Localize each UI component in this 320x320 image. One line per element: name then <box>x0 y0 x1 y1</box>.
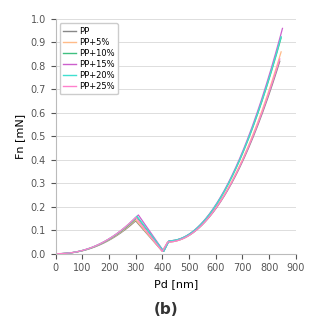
X-axis label: Pd [nm]: Pd [nm] <box>154 279 198 289</box>
PP+15% <box>165 244 169 247</box>
PP+10% <box>263 90 267 93</box>
Text: (b): (b) <box>154 302 179 317</box>
PP+25% <box>173 239 177 243</box>
PP+5% <box>164 244 167 248</box>
PP <box>231 179 235 183</box>
PP+25% <box>231 179 235 182</box>
PP+20% <box>263 89 267 93</box>
PP+10% <box>175 238 179 242</box>
PP+10% <box>165 244 169 247</box>
PP+20% <box>165 244 169 247</box>
PP+20% <box>279 35 283 38</box>
PP+25% <box>278 57 282 61</box>
PP+10% <box>279 36 283 40</box>
Line: PP+20%: PP+20% <box>56 36 281 254</box>
PP+10% <box>76 250 79 254</box>
PP+15% <box>281 27 284 30</box>
PP <box>278 59 282 63</box>
PP+15% <box>264 83 268 87</box>
PP+5% <box>263 100 267 104</box>
PP+20% <box>175 238 179 242</box>
Legend: PP, PP+5%, PP+10%, PP+15%, PP+20%, PP+25%: PP, PP+5%, PP+10%, PP+15%, PP+20%, PP+25… <box>60 23 118 94</box>
PP+25% <box>54 252 58 256</box>
PP+5% <box>75 250 79 254</box>
Line: PP: PP <box>56 61 280 254</box>
Y-axis label: Fn [mN]: Fn [mN] <box>15 114 25 159</box>
PP+20% <box>76 250 79 254</box>
PP <box>156 244 160 248</box>
PP+15% <box>233 167 237 171</box>
Line: PP+5%: PP+5% <box>56 52 281 254</box>
PP <box>164 244 167 248</box>
PP+5% <box>173 239 177 243</box>
PP <box>75 250 79 254</box>
PP <box>54 252 58 256</box>
PP+25% <box>75 250 79 254</box>
PP+20% <box>232 170 236 174</box>
PP+15% <box>76 250 80 253</box>
PP+5% <box>232 176 236 180</box>
PP+25% <box>262 106 266 109</box>
Line: PP+15%: PP+15% <box>56 28 283 254</box>
PP+5% <box>54 252 58 256</box>
PP <box>262 107 266 111</box>
PP <box>173 239 177 243</box>
PP+5% <box>156 244 160 248</box>
PP+20% <box>54 252 58 256</box>
PP+10% <box>54 252 58 256</box>
PP+20% <box>157 244 161 248</box>
PP+25% <box>156 244 160 248</box>
PP+15% <box>54 252 58 256</box>
PP+10% <box>157 244 161 248</box>
PP+5% <box>279 50 283 54</box>
Line: PP+10%: PP+10% <box>56 38 281 254</box>
Line: PP+25%: PP+25% <box>56 59 280 254</box>
PP+10% <box>232 171 236 174</box>
PP+15% <box>175 238 179 242</box>
PP+15% <box>158 244 162 248</box>
PP+25% <box>164 244 167 248</box>
